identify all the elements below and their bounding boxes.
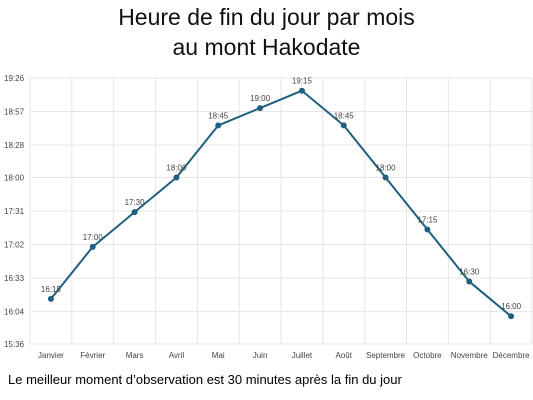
data-point <box>298 87 305 94</box>
data-point <box>340 122 347 129</box>
x-tick-label: Avril <box>169 351 185 360</box>
data-label: 18:45 <box>334 111 355 120</box>
data-label: 18:45 <box>208 111 229 120</box>
x-tick-label: Janvier <box>38 351 64 360</box>
series-layer: 16:15 17:00 17:30 18:00 18:45 19:00 19:15 18:45… <box>41 77 522 320</box>
y-tick-label: 15:36 <box>4 340 25 349</box>
chart-note: Le meilleur moment d’observation est 30 … <box>8 372 402 387</box>
data-label: 16:30 <box>459 268 480 277</box>
data-point <box>89 243 96 250</box>
y-tick-label: 19:26 <box>4 74 25 83</box>
chart-title-line-1: Heure de fin du jour par mois <box>118 4 415 30</box>
y-tick-label: 18:00 <box>4 173 25 182</box>
data-label: 18:00 <box>376 163 397 172</box>
data-label: 17:15 <box>417 216 438 225</box>
x-tick-label: Février <box>80 351 105 360</box>
data-point <box>424 226 431 233</box>
chart-title: Heure de fin du jour par mois au mont Ha… <box>0 2 533 62</box>
data-point <box>466 278 473 285</box>
data-point <box>47 295 54 302</box>
data-label: 16:15 <box>41 285 62 294</box>
x-tick-label: Novembre <box>451 351 488 360</box>
y-tick-label: 16:33 <box>4 274 25 283</box>
data-point <box>173 174 180 181</box>
data-point <box>257 105 264 112</box>
data-point <box>382 174 389 181</box>
y-tick-label: 17:31 <box>4 207 25 216</box>
data-point <box>215 122 222 129</box>
x-tick-label: Septembre <box>366 351 406 360</box>
series-line <box>50 89 512 318</box>
x-tick-label: Octobre <box>413 351 442 360</box>
x-tick-label: Décembre <box>493 351 530 360</box>
data-label: 16:00 <box>501 302 522 311</box>
data-label: 19:15 <box>292 77 313 86</box>
x-tick-label: Mai <box>212 351 225 360</box>
y-tick-label: 18:57 <box>4 108 25 117</box>
axis-labels: 15:36 16:04 16:33 17:02 17:31 18:00 18:28 18:57… <box>4 74 530 360</box>
y-tick-label: 16:04 <box>4 308 25 317</box>
data-point <box>508 313 515 320</box>
data-label: 17:00 <box>83 233 104 242</box>
grid-layer <box>29 77 533 345</box>
x-tick-label: Juillet <box>292 351 313 360</box>
data-point <box>131 209 138 216</box>
y-tick-label: 17:02 <box>4 241 25 250</box>
data-label: 17:30 <box>125 198 146 207</box>
x-tick-label: Mars <box>126 351 144 360</box>
chart-title-line-2: au mont Hakodate <box>172 34 361 60</box>
y-tick-label: 18:28 <box>4 141 25 150</box>
data-label: 18:00 <box>166 163 187 172</box>
x-tick-label: Août <box>336 351 353 360</box>
data-label: 19:00 <box>250 94 271 103</box>
x-tick-label: Juin <box>253 351 268 360</box>
